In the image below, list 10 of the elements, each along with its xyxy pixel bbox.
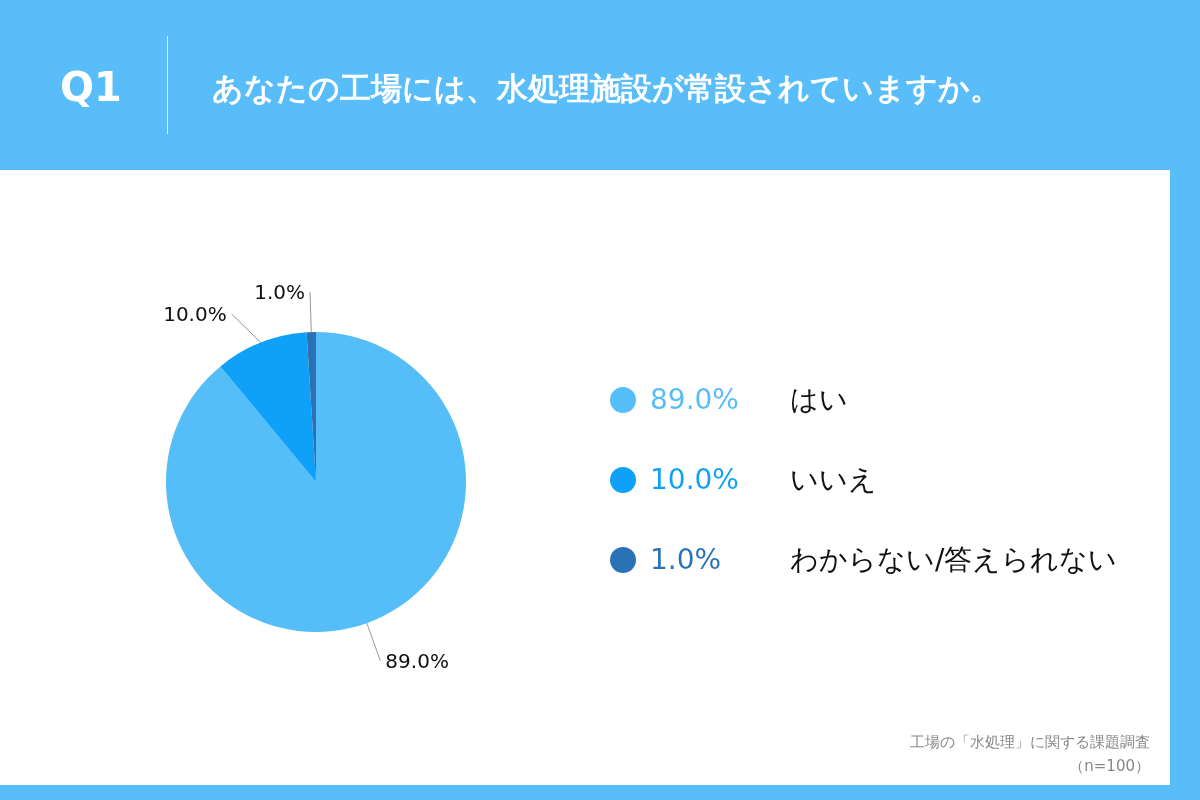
data-label: 89.0% (385, 648, 449, 673)
data-label: 10.0% (163, 302, 227, 327)
legend-label: 10.0% いいえ (650, 461, 877, 499)
text: （n=100） (1068, 756, 1150, 777)
data-label: 1.0% (254, 280, 306, 305)
chart-subtitle: あなたの工場には、水処理施設が常設されていますか。 (212, 69, 1001, 108)
legend-label: 89.0% はい (650, 381, 848, 419)
legend-label: 1.0% わからない/答えられない (650, 541, 1118, 579)
chart-title: Q1 (60, 64, 122, 110)
text: 工場の「水処理」に関する課題調査 (910, 732, 1150, 753)
